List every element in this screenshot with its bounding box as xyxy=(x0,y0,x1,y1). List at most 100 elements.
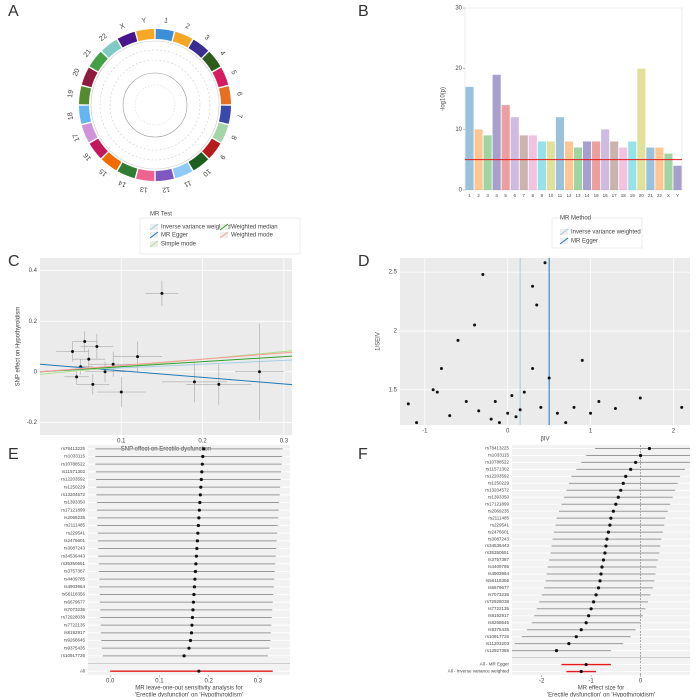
point xyxy=(603,551,607,555)
point xyxy=(589,411,593,415)
row-label: rs13204572 xyxy=(61,492,85,497)
x-tick-label: 7 xyxy=(523,193,526,198)
chromosome-label: 16 xyxy=(83,151,93,162)
point xyxy=(600,565,604,569)
x-axis-label: SNP effect on Erectile dysfunction xyxy=(121,447,212,453)
method-line xyxy=(40,350,292,375)
y-axis-label: -log10(p) xyxy=(441,87,447,111)
row-label: rs6679677 xyxy=(64,599,86,604)
row-label: rs2069235 xyxy=(64,515,86,520)
chromosome-segment xyxy=(89,51,108,72)
row-label: rs7073236 xyxy=(64,607,86,612)
chromosome-segment xyxy=(136,168,155,181)
point xyxy=(587,614,591,618)
point xyxy=(199,477,203,482)
row-label: rs11203203 xyxy=(486,641,510,646)
snp-column xyxy=(637,68,646,190)
x-tick-label: 6 xyxy=(513,193,516,198)
chromosome-label: 7 xyxy=(235,114,242,119)
point xyxy=(543,261,547,265)
row-label: rs7073236 xyxy=(488,592,510,597)
snp-column xyxy=(501,105,510,190)
x-tick-label: 1 xyxy=(468,193,471,198)
point xyxy=(448,414,452,418)
point xyxy=(614,502,618,506)
point xyxy=(195,539,199,543)
row-label: rs34536443 xyxy=(485,543,509,548)
y-tick-label: 0.2 xyxy=(29,319,38,325)
row-label: rs1033115 xyxy=(64,454,85,459)
point xyxy=(594,593,598,597)
point xyxy=(195,546,199,551)
row-label: rs2069235 xyxy=(488,508,510,513)
point xyxy=(547,376,551,380)
row-label: rs10917726 xyxy=(485,634,509,639)
chromosome-label: 12 xyxy=(162,185,171,193)
chromosome-segment xyxy=(81,67,98,88)
legend-swatch xyxy=(149,240,159,248)
point xyxy=(439,367,443,371)
row-label: rs11571302 xyxy=(62,469,86,474)
point xyxy=(606,530,611,534)
legend-title: MR Test xyxy=(150,212,172,218)
chromosome-segment xyxy=(117,31,138,48)
chromosome-segment xyxy=(79,86,92,105)
y-tick-label: 30 xyxy=(455,6,462,12)
y-tick-label: 2 xyxy=(394,328,398,334)
row-label: rs2476601 xyxy=(488,529,510,534)
row-label: rs1250229 xyxy=(488,481,510,486)
point xyxy=(464,399,468,403)
point xyxy=(201,454,205,459)
snp-column xyxy=(610,141,619,190)
snp-column xyxy=(483,135,492,190)
row-label: rs9268645 xyxy=(488,620,510,625)
chromosome-segment xyxy=(188,39,209,58)
snp-column xyxy=(673,165,682,190)
row-label: rs2476601 xyxy=(64,538,86,543)
row-label: rs35350651 xyxy=(61,561,85,566)
chromosome-segment xyxy=(172,162,193,179)
snp-column xyxy=(582,141,592,190)
method-line xyxy=(40,363,292,386)
point xyxy=(608,523,612,527)
x-tick-label: 11 xyxy=(558,193,563,198)
x-tick-label: 0.1 xyxy=(117,439,126,445)
point xyxy=(192,585,197,589)
legend-title: MR Method xyxy=(560,216,591,222)
point xyxy=(514,415,518,419)
row-label: rs35350651 xyxy=(485,550,509,555)
point xyxy=(406,402,410,406)
chromosome-segment xyxy=(155,29,174,42)
chromosome-label: 6 xyxy=(235,92,242,97)
row-label: All - Inverse variance weighted xyxy=(448,669,510,674)
panel-label: C xyxy=(8,253,20,270)
y-axis-label: 1/SEIV xyxy=(376,332,382,351)
point xyxy=(572,405,576,409)
y-tick-label: -0.2 xyxy=(27,420,38,426)
point xyxy=(190,623,194,627)
snp-column xyxy=(519,135,528,190)
chromosome-label: 15 xyxy=(98,167,109,177)
chromosome-label: 21 xyxy=(83,48,93,59)
row-label: rs56118356 xyxy=(62,592,86,597)
point xyxy=(160,291,164,295)
row-label: rs72928038 xyxy=(61,615,85,620)
row-label: rs10788522 xyxy=(61,461,85,466)
row-label: rs4409785 xyxy=(64,576,86,581)
chromosome-label: 13 xyxy=(140,185,149,193)
point xyxy=(415,421,419,425)
row-label: rs56118356 xyxy=(486,578,510,583)
row-label: rs2111485 xyxy=(64,523,85,528)
point xyxy=(473,323,477,327)
point xyxy=(589,607,593,611)
legend-label: Inverse variance weighted xyxy=(571,230,641,236)
legend-label: Inverse variance weighted xyxy=(161,225,231,231)
row-label: rs9375435 xyxy=(488,627,510,632)
row-label: rs1393350 xyxy=(488,494,510,499)
x-axis-label: 'Erectile dysfunction' on 'Hypothyroidis… xyxy=(547,693,655,697)
x-tick-label: 13 xyxy=(576,193,582,198)
panel-label: E xyxy=(8,446,19,463)
legend-label: Weighted mode xyxy=(231,233,274,239)
chromosome-segment xyxy=(218,86,231,105)
chromosome-segment xyxy=(155,168,174,181)
